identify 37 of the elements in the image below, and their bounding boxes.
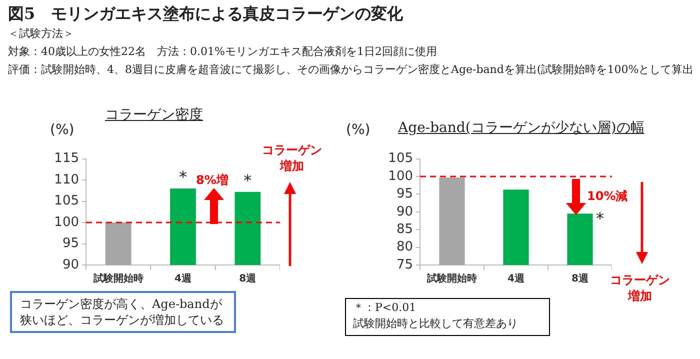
- x-tick-label: 4週: [508, 272, 526, 285]
- text: ＊：P<0.01: [353, 301, 416, 316]
- y-tick-label: 90: [62, 257, 79, 272]
- annotation: *: [596, 208, 604, 228]
- text: 試験開始時と比較して有意差あり: [353, 317, 518, 332]
- x-tick-label: 8週: [572, 272, 590, 285]
- y-tick-label: 100: [54, 214, 79, 230]
- y-tick-label: 100: [388, 168, 413, 184]
- y-tick-label: 105: [54, 194, 79, 209]
- y-axis-title: (%): [346, 122, 370, 138]
- y-tick-label: 90: [396, 204, 413, 220]
- y-tick-label: 95: [396, 186, 413, 202]
- x-tick-label: 4週: [174, 272, 192, 285]
- text: 対象：40歳以上の女性22名 方法：0.01%モリンガエキス配合液剤を1日2回顔に使用: [8, 45, 437, 60]
- y-tick-label: 110: [54, 172, 79, 188]
- text: コラーゲン密度が高く、Age-bandが狭いほど、コラーゲンが増加している: [10, 291, 236, 334]
- y-axis-title: (%): [50, 122, 74, 138]
- annotation: *: [244, 171, 252, 190]
- annotation: コラーゲン増加: [261, 142, 323, 174]
- text: ＜試験方法＞: [8, 27, 74, 42]
- x-tick-label: 試験開始時: [426, 272, 477, 285]
- annotation: 10%減: [587, 188, 628, 204]
- y-tick-label: 80: [396, 240, 413, 255]
- y-tick-label: 75: [396, 257, 413, 272]
- chart-title: Age-band(コラーゲンが少ない層)の幅: [398, 119, 644, 137]
- y-tick-label: 85: [396, 222, 413, 237]
- text: 評価：試験開始時、4、8週目に皮膚を超音波にて撮影し、その画像からコラーゲン密度とAge-bandを算出(試験開始時を100%として算出: [8, 63, 694, 78]
- y-tick-label: 105: [388, 151, 413, 166]
- y-tick-label: 115: [54, 151, 79, 166]
- chart-title: コラーゲン密度: [105, 106, 203, 124]
- x-tick-label: 8週: [239, 272, 258, 285]
- annotation: *: [179, 168, 187, 187]
- text: コラーゲン増加: [609, 272, 671, 304]
- y-tick-label: 95: [62, 236, 79, 252]
- annotation: 8%増: [196, 172, 228, 188]
- text: 図5 モリンガエキス塗布による真皮コラーゲンの変化: [8, 4, 404, 25]
- x-tick-label: 試験開始時: [92, 272, 144, 285]
